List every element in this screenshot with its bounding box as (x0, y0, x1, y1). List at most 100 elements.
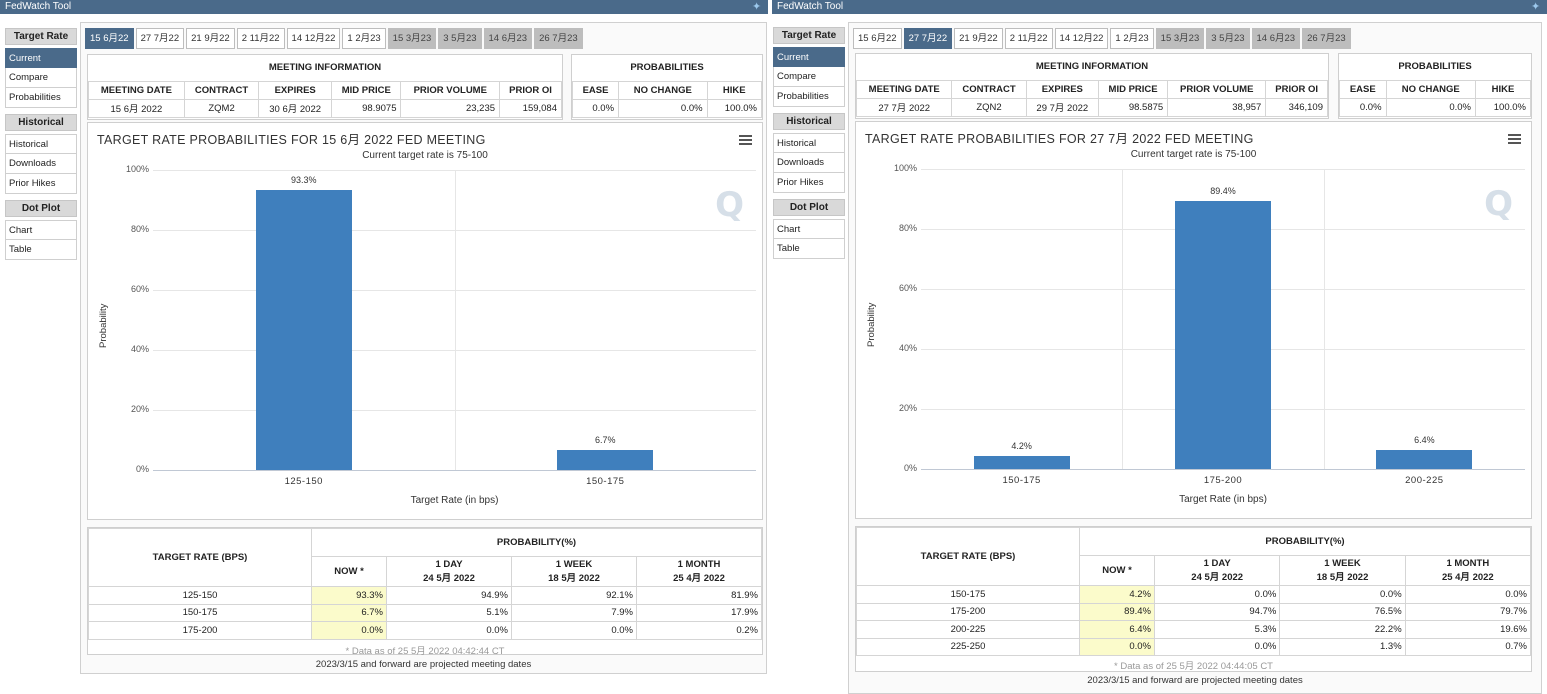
prob-cell: 81.9% (636, 586, 762, 605)
col-header: CONTRACT (183, 80, 260, 100)
col-header: NO CHANGE (1385, 79, 1476, 99)
probability-bar[interactable] (557, 449, 654, 470)
tab-meeting[interactable]: 14 12月22 (1054, 28, 1109, 49)
tab-meeting[interactable]: 14 6月23 (1251, 28, 1301, 49)
table-row: 150-175 4.2% 0.0% 0.0% 0.0% (856, 585, 1532, 604)
sidebar-item-compare[interactable]: Compare (5, 68, 77, 88)
tab-meeting[interactable]: 21 9月22 (954, 28, 1003, 49)
one-week-header: 1 WEEK 18 5月 2022 (511, 556, 637, 587)
sidebar-item-current[interactable]: Current (773, 47, 845, 67)
col-header: HIKE (706, 80, 763, 100)
x-tick-label: 125-150 (284, 476, 323, 487)
tab-meeting[interactable]: 26 7月23 (534, 28, 583, 49)
tab-meeting[interactable]: 2 11月22 (236, 28, 285, 49)
tab-meeting[interactable]: 26 7月23 (1302, 28, 1351, 49)
tab-meeting[interactable]: 1 2月23 (342, 28, 386, 49)
sidebar-item-chart[interactable]: Chart (5, 220, 77, 240)
sidebar: Target Rate Current Compare Probabilitie… (773, 27, 845, 259)
expires-value: 29 7月 2022 (1025, 97, 1099, 117)
probability-table: TARGET RATE (BPS) PROBABILITY(%) NOW * 1… (856, 527, 1532, 656)
probability-bar[interactable] (973, 456, 1070, 469)
sidebar-item-chart[interactable]: Chart (773, 219, 845, 239)
chart-subtitle: Current target rate is 75-100 (362, 150, 488, 161)
expires-value: 30 6月 2022 (258, 98, 332, 118)
fedwatch-panel-right: FedWatch Tool ✦ Target Rate Current Comp… (772, 0, 1547, 694)
y-tick-label: 100% (125, 164, 149, 174)
now-cell: 0.0% (1079, 637, 1155, 656)
sidebar-item-historical[interactable]: Historical (5, 134, 77, 154)
chart-menu-icon[interactable] (739, 135, 752, 145)
tab-meeting[interactable]: 15 3月23 (387, 28, 437, 49)
tab-meeting[interactable]: 15 3月23 (1155, 28, 1205, 49)
tab-meeting[interactable]: 27 7月22 (135, 28, 185, 49)
x-axis-label: Target Rate (in bps) (410, 495, 499, 506)
y-tick-label: 20% (898, 403, 917, 413)
sidebar-item-downloads[interactable]: Downloads (5, 154, 77, 174)
contract-value: ZQN2 (951, 97, 1027, 117)
data-as-of-footnote: * Data as of 25 5月 2022 04:42:44 CT (345, 646, 505, 657)
prob-cell: 0.0% (1279, 585, 1406, 604)
sidebar-item-table[interactable]: Table (773, 239, 845, 259)
meeting-tabs: 15 6月22 27 7月22 21 9月22 2 11月22 14 12月22… (853, 28, 1353, 49)
sidebar-item-compare[interactable]: Compare (773, 67, 845, 87)
twitter-icon[interactable]: ✦ (1531, 1, 1541, 13)
table-row: 150-175 6.7% 5.1% 7.9% 17.9% (88, 603, 762, 622)
probability-bar[interactable] (1175, 200, 1271, 469)
tab-meeting[interactable]: 27 7月22 (903, 28, 953, 49)
main-content: 15 6月22 27 7月22 21 9月22 2 11月22 14 12月22… (848, 22, 1542, 694)
probability-bar[interactable] (1376, 449, 1473, 469)
tab-meeting[interactable]: 14 6月23 (483, 28, 533, 49)
col-header: EASE (571, 80, 620, 100)
prob-cell: 1.3% (1279, 637, 1406, 656)
x-tick-label: 200-225 (1405, 475, 1444, 486)
tab-meeting[interactable]: 2 11月22 (1004, 28, 1053, 49)
meeting-information-header: MEETING INFORMATION (1035, 61, 1149, 73)
prob-cell: 0.0% (1404, 585, 1532, 604)
ease-value: 0.0% (571, 98, 620, 118)
twitter-icon[interactable]: ✦ (752, 1, 762, 13)
rate-cell: 225-250 (856, 637, 1080, 656)
sidebar-item-table[interactable]: Table (5, 240, 77, 260)
sidebar-item-current[interactable]: Current (5, 48, 77, 68)
col-header: MEETING DATE (855, 79, 953, 99)
main-content: 15 6月22 27 7月22 21 9月22 2 11月22 14 12月22… (80, 22, 767, 674)
bar-value-label: 6.4% (1414, 434, 1435, 445)
prob-cell: 19.6% (1404, 620, 1532, 639)
prob-cell: 76.5% (1279, 602, 1406, 621)
col-header: PRIOR VOLUME (400, 80, 501, 100)
prob-cell: 94.9% (386, 586, 512, 605)
y-tick-label: 40% (130, 344, 149, 354)
tab-meeting[interactable]: 15 6月22 (853, 28, 902, 49)
probabilities-box: PROBABILITIES EASE NO CHANGE HIKE 0.0% 0… (1338, 53, 1532, 119)
rate-cell: 175-200 (88, 621, 312, 640)
probability-table-box: TARGET RATE (BPS) PROBABILITY(%) NOW * 1… (87, 527, 763, 657)
tab-meeting[interactable]: 3 5月23 (438, 28, 482, 49)
probability-bar[interactable] (255, 190, 352, 470)
target-rate-header: TARGET RATE (BPS) (856, 527, 1080, 586)
ease-value: 0.0% (1339, 97, 1387, 117)
x-tick-label: 175-200 (1203, 475, 1243, 486)
prior-volume-value: 38,957 (1167, 97, 1267, 117)
chart-title: TARGET RATE PROBABILITIES FOR 27 7月 2022… (865, 132, 1254, 146)
col-header: CONTRACT (951, 79, 1027, 99)
sidebar-item-prior-hikes[interactable]: Prior Hikes (773, 173, 845, 193)
tab-meeting[interactable]: 1 2月23 (1110, 28, 1154, 49)
mid-price-value: 98.9075 (330, 98, 402, 118)
y-tick-label: 0% (903, 463, 917, 473)
y-tick-label: 40% (898, 343, 917, 353)
y-tick-label: 80% (898, 223, 917, 233)
sidebar-item-probabilities[interactable]: Probabilities (773, 87, 845, 107)
prior-oi-value: 346,109 (1265, 97, 1328, 117)
col-header: MID PRICE (1097, 79, 1169, 99)
sidebar-item-prior-hikes[interactable]: Prior Hikes (5, 174, 77, 194)
tab-meeting[interactable]: 14 12月22 (286, 28, 341, 49)
sidebar-item-downloads[interactable]: Downloads (773, 153, 845, 173)
tab-meeting[interactable]: 21 9月22 (186, 28, 235, 49)
chart-menu-icon[interactable] (1508, 134, 1521, 144)
tab-meeting[interactable]: 3 5月23 (1206, 28, 1250, 49)
tab-meeting[interactable]: 15 6月22 (85, 28, 134, 49)
table-row: 175-200 89.4% 94.7% 76.5% 79.7% (856, 602, 1532, 621)
sidebar-item-historical[interactable]: Historical (773, 133, 845, 153)
bar-value-label: 4.2% (1011, 441, 1032, 452)
sidebar-item-probabilities[interactable]: Probabilities (5, 88, 77, 108)
